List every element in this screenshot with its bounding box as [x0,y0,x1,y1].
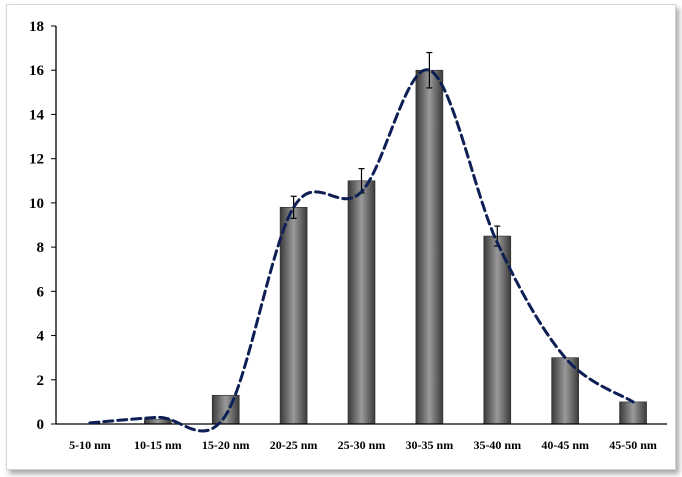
x-category-label: 25-30 nm [338,438,386,452]
x-category-label: 10-15 nm [134,438,182,452]
bar [619,401,647,425]
y-tick-label: 18 [29,19,44,35]
chart-frame: 0 2 4 6 8 10 12 14 16 18 5-10 nm 10-15 nm 15-20 nm 2… [6,4,676,470]
y-tick-label: 14 [29,107,45,123]
y-tick-label: 8 [37,240,45,256]
x-axis-labels: 5-10 nm 10-15 nm 15-20 nm 20-25 nm 25-30 nm 3… [69,438,657,452]
bar [347,180,376,425]
bar [483,235,512,425]
x-category-label: 5-10 nm [69,438,111,452]
y-tick-label: 0 [37,417,45,433]
bar-chart: 0 2 4 6 8 10 12 14 16 18 5-10 nm 10-15 nm 15-20 nm 2… [29,19,667,452]
trend-line-group [88,68,635,433]
y-tick-label: 10 [29,196,44,212]
x-category-label: 45-50 nm [609,438,657,452]
y-tick-label: 6 [37,284,45,300]
bar [144,419,172,425]
x-category-label: 15-20 nm [202,438,250,452]
bar [415,69,444,425]
x-category-label: 20-25 nm [270,438,318,452]
y-tick-label: 4 [37,329,45,345]
bar [279,207,308,425]
y-axis-ticks: 0 2 4 6 8 10 12 14 16 18 [29,19,56,433]
x-category-label: 35-40 nm [473,438,521,452]
bars [144,69,647,425]
bar [211,394,240,425]
y-tick-label: 12 [29,152,44,168]
x-category-label: 30-35 nm [406,438,454,452]
trend-line [88,68,635,433]
y-tick-label: 16 [29,63,45,79]
x-category-label: 40-45 nm [541,438,589,452]
error-bars [290,51,501,247]
y-tick-label: 2 [37,373,45,389]
axes [55,26,667,425]
